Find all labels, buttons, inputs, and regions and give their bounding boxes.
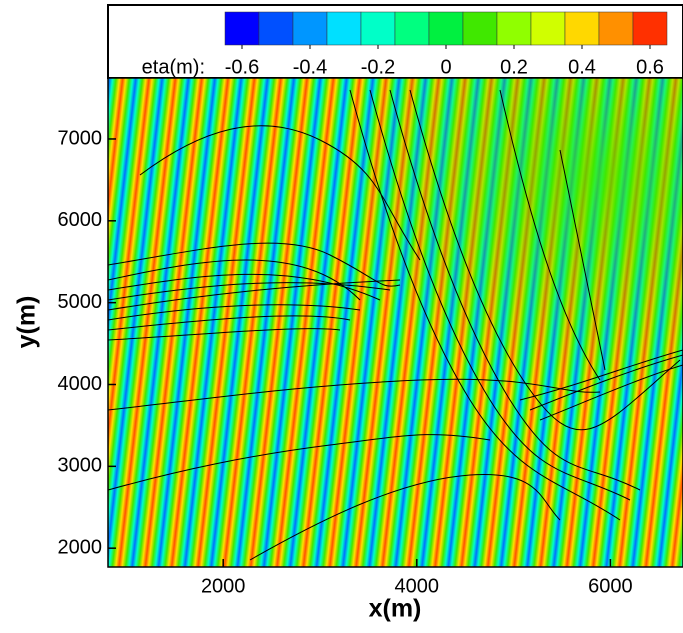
colorbar-swatch [598,11,634,46]
colorbar-tick-label: 0.6 [636,56,664,78]
colorbar-tick-label: -0.2 [361,56,395,78]
colorbar-swatch [292,11,328,46]
x-tick-label: 4000 [395,575,440,597]
colorbar-tick-label: 0.2 [500,56,528,78]
colorbar-tick-label: -0.6 [225,56,259,78]
colorbar-swatch [326,11,362,46]
y-tick-label: 3000 [58,455,103,477]
y-tick-label: 4000 [58,373,103,395]
colorbar-tick-label: 0 [440,56,451,78]
colorbar-swatch [360,11,396,46]
y-tick-label: 6000 [58,209,103,231]
colorbar-swatch [530,11,566,46]
wave-field-calm [108,78,683,567]
colorbar-swatch [564,11,600,46]
colorbar-tick-label: -0.4 [293,56,327,78]
colorbar-swatch [462,11,498,46]
colorbar-swatch [632,11,668,46]
colorbar-tick-label: 0.4 [568,56,596,78]
y-tick-label: 5000 [58,291,103,313]
plot-frame [107,77,683,568]
field [108,78,683,567]
y-axis-title: y(m) [13,296,41,349]
y-tick-label: 7000 [58,127,103,149]
colorbar-swatch [496,11,532,46]
depth-contours [108,89,683,561]
colorbar-swatch [428,11,464,46]
x-tick-label: 2000 [201,575,246,597]
colorbar-swatch [258,11,294,46]
colorbar-swatch [394,11,430,46]
colorbar-swatch [224,11,260,46]
y-tick-label: 2000 [58,536,103,558]
x-tick-label: 6000 [588,575,633,597]
colorbar-label: eta(m): [142,56,205,78]
x-axis-title: x(m) [369,595,422,623]
